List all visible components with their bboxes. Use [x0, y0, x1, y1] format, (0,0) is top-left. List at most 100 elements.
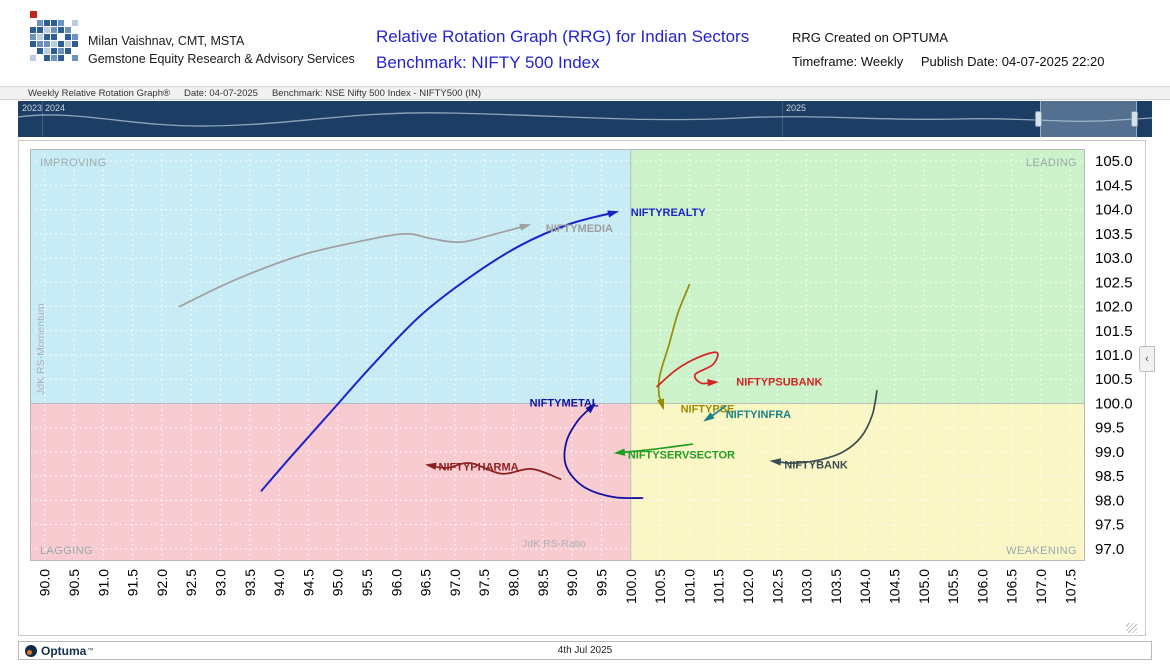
page-title-line2: Benchmark: NIFTY 500 Index: [376, 53, 600, 72]
svg-text:92.5: 92.5: [183, 569, 199, 596]
svg-text:WEAKENING: WEAKENING: [1006, 545, 1077, 557]
svg-text:98.0: 98.0: [506, 569, 522, 596]
svg-text:105.0: 105.0: [916, 569, 932, 604]
svg-text:97.0: 97.0: [447, 569, 463, 596]
brand-subtitle: Gemstone Equity Research & Advisory Serv…: [88, 52, 355, 66]
svg-text:NIFTYREALTY: NIFTYREALTY: [631, 207, 707, 219]
collapse-panel-button[interactable]: ‹: [1139, 346, 1155, 372]
toolbar-date: Date: 04-07-2025: [184, 87, 258, 99]
chevron-left-icon: ‹: [1145, 353, 1149, 365]
logo-accent-square: [30, 11, 37, 18]
svg-text:106.0: 106.0: [974, 569, 990, 604]
rrg-chart: IMPROVING LEADING LAGGING WEAKENING JdK RS-M…: [30, 149, 1133, 604]
svg-text:107.5: 107.5: [1062, 569, 1078, 604]
page-title-line1: Relative Rotation Graph (RRG) for Indian…: [376, 27, 750, 46]
svg-text:94.5: 94.5: [300, 569, 316, 596]
svg-text:90.5: 90.5: [66, 569, 82, 596]
svg-text:96.0: 96.0: [388, 569, 404, 596]
svg-text:103.0: 103.0: [1095, 250, 1133, 267]
svg-text:93.0: 93.0: [212, 569, 228, 596]
rrg-chart-panel: IMPROVING LEADING LAGGING WEAKENING JdK RS-M…: [18, 140, 1146, 636]
svg-text:91.0: 91.0: [95, 569, 111, 596]
svg-text:97.0: 97.0: [1095, 541, 1124, 558]
svg-text:101.0: 101.0: [1095, 347, 1133, 364]
timeline-handle-right[interactable]: [1131, 111, 1138, 127]
svg-text:101.0: 101.0: [681, 569, 697, 604]
svg-text:95.5: 95.5: [359, 569, 375, 596]
svg-text:102.5: 102.5: [769, 569, 785, 604]
svg-text:LAGGING: LAGGING: [40, 545, 93, 557]
brand-block: Milan Vaishnav, CMT, MSTA Gemstone Equit…: [30, 20, 355, 68]
svg-text:IMPROVING: IMPROVING: [40, 157, 107, 169]
svg-text:100.5: 100.5: [652, 569, 668, 604]
svg-text:101.5: 101.5: [1095, 323, 1133, 340]
svg-text:99.5: 99.5: [593, 569, 609, 596]
svg-text:105.5: 105.5: [945, 569, 961, 604]
svg-text:103.0: 103.0: [799, 569, 815, 604]
resize-handle[interactable]: [1126, 623, 1137, 633]
gemstone-logo-icon: [30, 20, 78, 61]
svg-text:NIFTYPSE: NIFTYPSE: [681, 403, 735, 415]
timeline-year-divider: [42, 101, 43, 137]
svg-text:91.5: 91.5: [125, 569, 141, 596]
date-range-slider[interactable]: 2023 2024 2025: [18, 101, 1152, 137]
svg-text:NIFTYPSUBANK: NIFTYPSUBANK: [736, 377, 822, 389]
svg-text:94.0: 94.0: [271, 569, 287, 596]
toolbar-benchmark: Benchmark: NSE Nifty 500 Index - NIFTY50…: [271, 87, 482, 99]
footer-bar: Optuma ™ 4th Jul 2025: [18, 641, 1152, 660]
svg-text:98.5: 98.5: [535, 569, 551, 596]
svg-text:98.0: 98.0: [1095, 492, 1124, 509]
brand-name: Milan Vaishnav, CMT, MSTA: [88, 34, 245, 48]
timeline-year-2024: 2024: [45, 103, 66, 113]
svg-text:104.0: 104.0: [857, 569, 873, 604]
svg-text:100.0: 100.0: [623, 569, 639, 604]
svg-text:102.0: 102.0: [740, 569, 756, 604]
svg-text:97.5: 97.5: [1095, 517, 1124, 534]
svg-text:95.0: 95.0: [330, 569, 346, 596]
svg-text:NIFTYPHARMA: NIFTYPHARMA: [439, 461, 519, 473]
svg-text:103.5: 103.5: [1095, 226, 1133, 243]
svg-text:101.5: 101.5: [711, 569, 727, 604]
timeline-year-divider: [782, 101, 783, 137]
svg-text:99.0: 99.0: [1095, 444, 1124, 461]
optuma-brand-name: Optuma: [41, 644, 87, 658]
svg-text:97.5: 97.5: [476, 569, 492, 596]
svg-text:LEADING: LEADING: [1026, 157, 1077, 169]
optuma-brand: Optuma ™: [25, 644, 93, 658]
svg-text:100.0: 100.0: [1095, 395, 1133, 412]
svg-text:99.5: 99.5: [1095, 420, 1124, 437]
svg-text:99.0: 99.0: [564, 569, 580, 596]
svg-text:NIFTYMEDIA: NIFTYMEDIA: [546, 223, 613, 235]
trademark-symbol: ™: [87, 648, 94, 654]
svg-text:98.5: 98.5: [1095, 468, 1124, 485]
svg-text:102.5: 102.5: [1095, 274, 1133, 291]
svg-text:92.0: 92.0: [154, 569, 170, 596]
meta-timeframe: Timeframe: Weekly: [792, 54, 904, 69]
timeline-selection-range[interactable]: [1040, 101, 1137, 137]
svg-text:JdK RS-Ratio: JdK RS-Ratio: [522, 538, 586, 550]
svg-text:NIFTYSERVSECTOR: NIFTYSERVSECTOR: [628, 449, 735, 461]
chart-toolbar: Weekly Relative Rotation Graph® Date: 04…: [0, 86, 1170, 100]
header-meta: RRG Created on OPTUMA Timeframe: Weekly …: [792, 26, 1104, 74]
svg-text:96.5: 96.5: [418, 569, 434, 596]
timeline-year-2025: 2025: [786, 103, 807, 113]
svg-text:104.5: 104.5: [887, 569, 903, 604]
timeline-handle-left[interactable]: [1035, 111, 1042, 127]
svg-text:NIFTYINFRA: NIFTYINFRA: [726, 409, 791, 421]
footer-date: 4th Jul 2025: [557, 645, 613, 656]
svg-text:90.0: 90.0: [37, 569, 53, 596]
timeline-sparkline: [18, 112, 1152, 127]
svg-text:103.5: 103.5: [828, 569, 844, 604]
svg-text:NIFTYMETAL: NIFTYMETAL: [530, 398, 599, 410]
svg-text:104.5: 104.5: [1095, 177, 1133, 194]
svg-text:105.0: 105.0: [1095, 153, 1133, 170]
svg-text:104.0: 104.0: [1095, 202, 1133, 219]
toolbar-chart-title: Weekly Relative Rotation Graph®: [28, 87, 170, 99]
svg-text:107.0: 107.0: [1033, 569, 1049, 604]
svg-text:100.5: 100.5: [1095, 371, 1133, 388]
timeline-year-2023: 2023: [22, 103, 43, 113]
svg-text:106.5: 106.5: [1004, 569, 1020, 604]
page-title: Relative Rotation Graph (RRG) for Indian…: [376, 24, 749, 76]
svg-text:93.5: 93.5: [242, 569, 258, 596]
svg-text:102.0: 102.0: [1095, 299, 1133, 316]
